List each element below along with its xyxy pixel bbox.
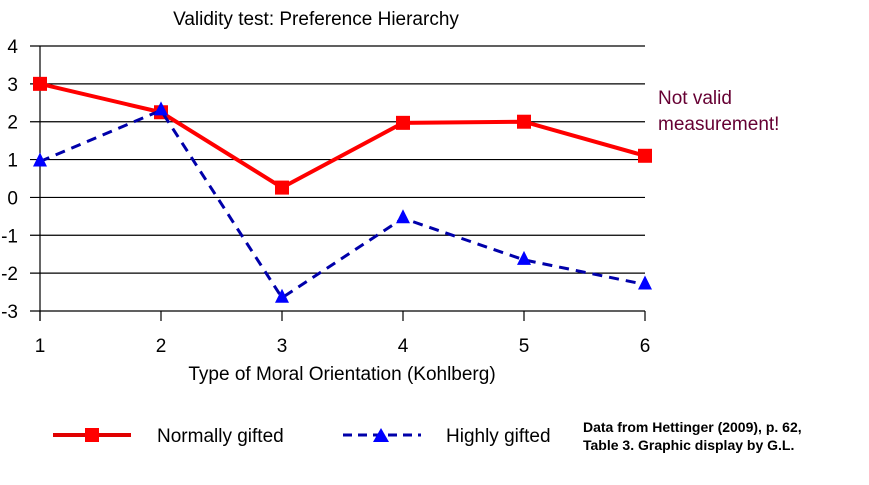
data-point-highly-gifted [275, 288, 289, 303]
legend-label-normally-gifted: Normally gifted [157, 426, 284, 447]
x-tick-label: 5 [519, 336, 530, 357]
data-point-highly-gifted [154, 101, 168, 116]
x-tick-label: 4 [398, 336, 409, 357]
x-tick-label: 3 [277, 336, 288, 357]
y-tick-label: 1 [7, 151, 18, 172]
x-axis-label: Type of Moral Orientation (Kohlberg) [188, 364, 495, 385]
x-tick-label: 6 [640, 336, 651, 357]
series-line-normally-gifted [39, 81, 646, 190]
data-point-highly-gifted [396, 209, 410, 224]
y-tick-label: -1 [1, 226, 18, 247]
x-tick-labels: 1 2 3 4 5 6 [35, 336, 651, 357]
legend-label-highly-gifted: Highly gifted [446, 426, 551, 447]
data-point-highly-gifted [33, 152, 47, 167]
y-tick-label: -2 [1, 264, 18, 285]
annotation-line-1: Not valid [658, 88, 732, 109]
x-tick-label: 1 [35, 336, 46, 357]
gridlines [30, 45, 645, 312]
data-point-normally-gifted [638, 148, 652, 163]
legend-marker-square [85, 428, 99, 442]
annotation-line-2: measurement! [658, 114, 779, 135]
y-tick-label: 2 [7, 113, 18, 134]
data-point-normally-gifted [517, 114, 531, 129]
source-note-line-1: Data from Hettinger (2009), p. 62, [583, 419, 802, 435]
series-group [33, 76, 652, 303]
source-note-line-2: Table 3. Graphic display by G.L. [583, 437, 794, 453]
x-tick-label: 2 [156, 336, 167, 357]
y-tick-label: 3 [7, 75, 18, 96]
data-point-normally-gifted [396, 115, 410, 130]
y-tick-labels: 4 3 2 1 0 -1 -2 -3 [1, 37, 18, 323]
data-point-highly-gifted [517, 250, 531, 265]
y-tick-label: -3 [1, 302, 18, 323]
legend-marker-triangle [373, 428, 389, 442]
axes [39, 46, 646, 321]
chart-title: Validity test: Preference Hierarchy [173, 9, 459, 30]
y-tick-label: 4 [7, 37, 18, 58]
legend: Normally gifted Highly gifted [53, 426, 551, 447]
data-point-normally-gifted [275, 180, 289, 195]
data-point-highly-gifted [638, 275, 652, 290]
y-tick-label: 0 [7, 188, 18, 209]
data-point-normally-gifted [33, 76, 47, 91]
series-line-highly-gifted [39, 108, 646, 300]
legend-item-highly-gifted: Highly gifted [343, 426, 551, 447]
legend-item-normally-gifted: Normally gifted [53, 426, 284, 447]
